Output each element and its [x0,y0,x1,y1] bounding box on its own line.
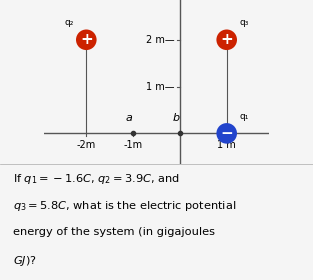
Text: -2m: -2m [77,140,96,150]
Circle shape [216,123,237,144]
Text: q₃: q₃ [239,18,249,27]
Text: 2 m—: 2 m— [146,35,174,45]
Text: b: b [172,113,180,123]
Text: $GJ$)?: $GJ$)? [13,254,36,268]
Text: energy of the system (in gigajoules: energy of the system (in gigajoules [13,227,214,237]
Text: 1 m: 1 m [217,140,236,150]
Text: +: + [220,32,233,47]
Circle shape [216,29,237,50]
Text: If $q_1 = -1.6C$, $q_2 = 3.9C$, and: If $q_1 = -1.6C$, $q_2 = 3.9C$, and [13,172,179,186]
Text: $q_3 = 5.8C$, what is the electric potential: $q_3 = 5.8C$, what is the electric poten… [13,199,236,213]
Text: +: + [80,32,93,47]
Circle shape [76,29,97,50]
Text: −: − [220,126,233,141]
Text: q₁: q₁ [239,112,249,121]
Text: a: a [126,113,133,123]
Text: q₂: q₂ [64,18,74,27]
Text: 1 m—: 1 m— [146,81,174,92]
Text: -1m: -1m [124,140,143,150]
